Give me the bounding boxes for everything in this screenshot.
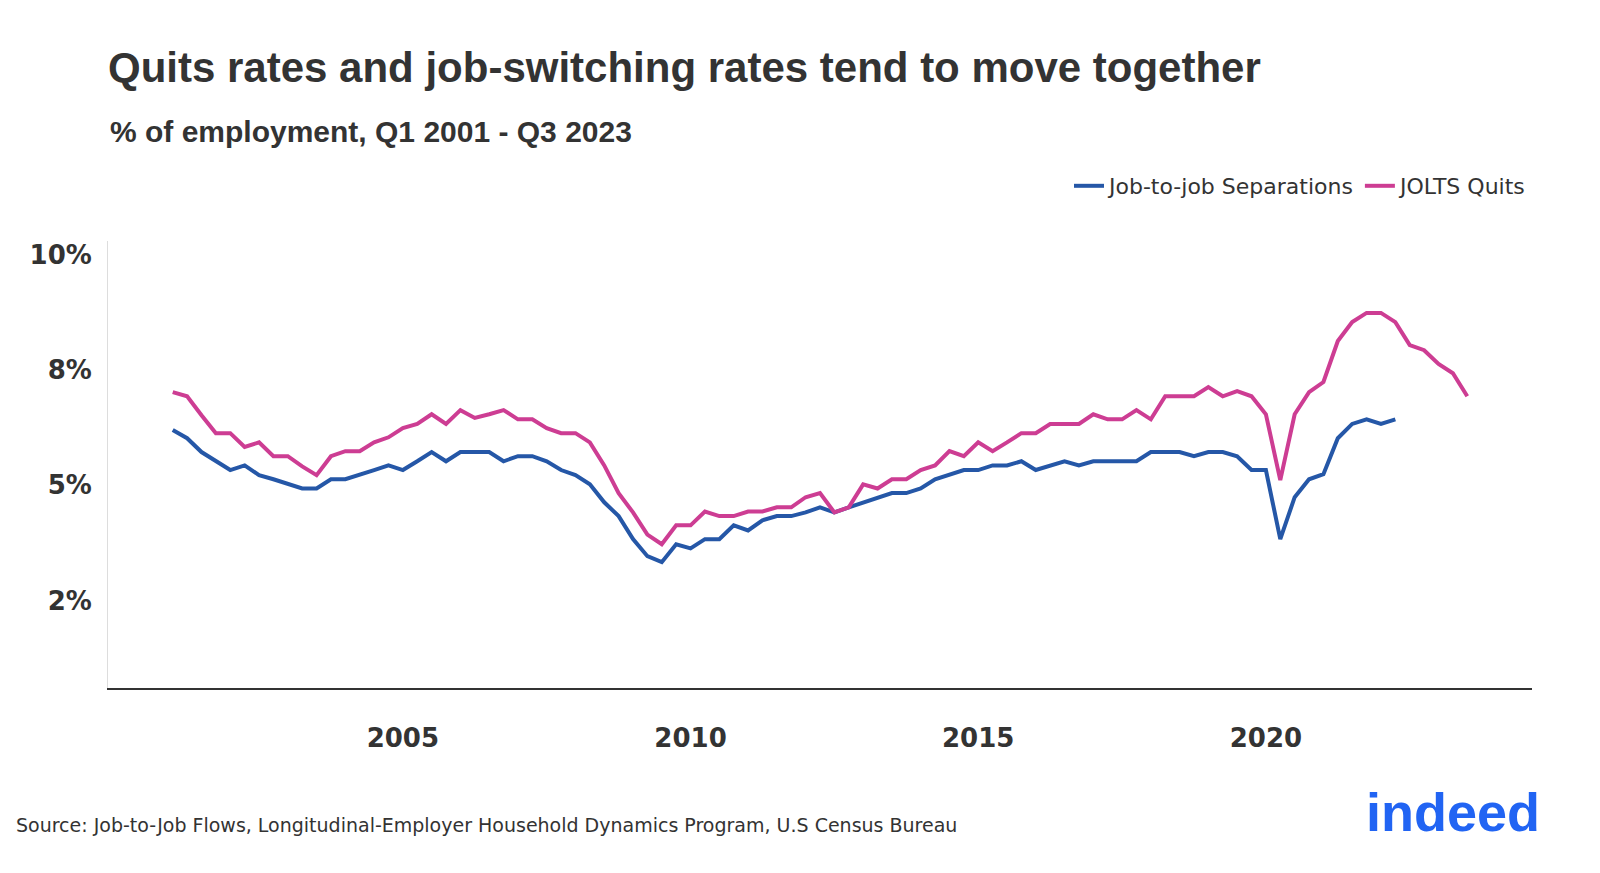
svg-text:indeed: indeed xyxy=(1366,782,1540,842)
svg-text:Job-to-job Separations: Job-to-job Separations xyxy=(1107,174,1353,199)
svg-text:2005: 2005 xyxy=(367,723,439,753)
svg-text:2020: 2020 xyxy=(1230,723,1302,753)
svg-text:8%: 8% xyxy=(48,355,92,385)
svg-text:5%: 5% xyxy=(48,470,92,500)
svg-text:JOLTS Quits: JOLTS Quits xyxy=(1398,174,1525,199)
svg-text:Source: Job-to-Job Flows, Long: Source: Job-to-Job Flows, Longitudinal-E… xyxy=(16,814,957,836)
svg-text:% of employment, Q1 2001 - Q3: % of employment, Q1 2001 - Q3 2023 xyxy=(110,115,632,148)
svg-text:Quits rates and job-switching: Quits rates and job-switching rates tend… xyxy=(108,44,1261,91)
svg-text:2%: 2% xyxy=(48,586,92,616)
svg-text:2010: 2010 xyxy=(654,723,726,753)
svg-text:2015: 2015 xyxy=(942,723,1014,753)
svg-text:10%: 10% xyxy=(30,240,92,270)
